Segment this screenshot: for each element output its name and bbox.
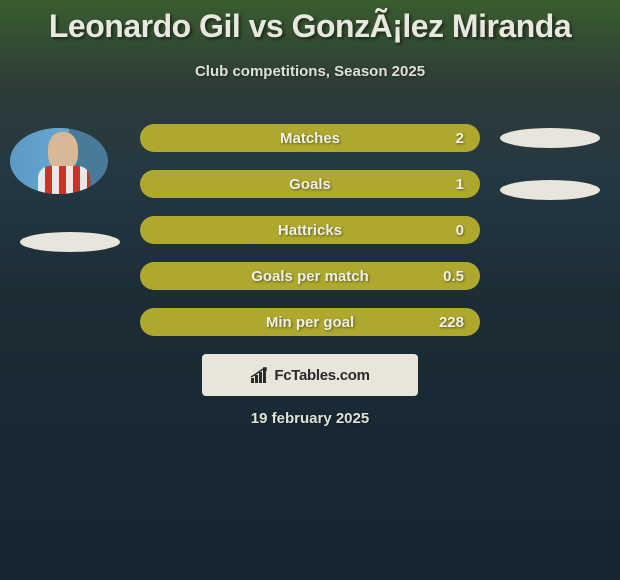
logo-box[interactable]: FcTables.com xyxy=(202,354,418,396)
page-title: Leonardo Gil vs GonzÃ¡lez Miranda xyxy=(0,0,620,45)
stat-bar: Goals per match 0.5 xyxy=(140,262,480,290)
ellipse-marker-left xyxy=(20,232,120,252)
stat-bar: Min per goal 228 xyxy=(140,308,480,336)
stat-label: Min per goal xyxy=(140,314,480,331)
avatar-head xyxy=(48,132,78,170)
stat-label: Goals xyxy=(140,176,480,193)
stat-value: 1 xyxy=(456,176,464,193)
stat-value: 228 xyxy=(439,314,464,331)
chart-icon xyxy=(250,367,270,383)
stat-label: Hattricks xyxy=(140,222,480,239)
stat-value: 0 xyxy=(456,222,464,239)
ellipse-marker-right-1 xyxy=(500,128,600,148)
stat-value: 0.5 xyxy=(443,268,464,285)
stats-container: Matches 2 Goals 1 Hattricks 0 Goals per … xyxy=(140,124,480,354)
date-text: 19 february 2025 xyxy=(0,410,620,427)
subtitle: Club competitions, Season 2025 xyxy=(0,63,620,80)
stat-bar: Matches 2 xyxy=(140,124,480,152)
avatar-jersey xyxy=(38,166,90,194)
player-avatar-left xyxy=(10,128,108,194)
stat-label: Matches xyxy=(140,130,480,147)
stat-value: 2 xyxy=(456,130,464,147)
stat-bar: Hattricks 0 xyxy=(140,216,480,244)
stat-bar: Goals 1 xyxy=(140,170,480,198)
ellipse-marker-right-2 xyxy=(500,180,600,200)
logo-text: FcTables.com xyxy=(274,367,369,384)
stat-label: Goals per match xyxy=(140,268,480,285)
